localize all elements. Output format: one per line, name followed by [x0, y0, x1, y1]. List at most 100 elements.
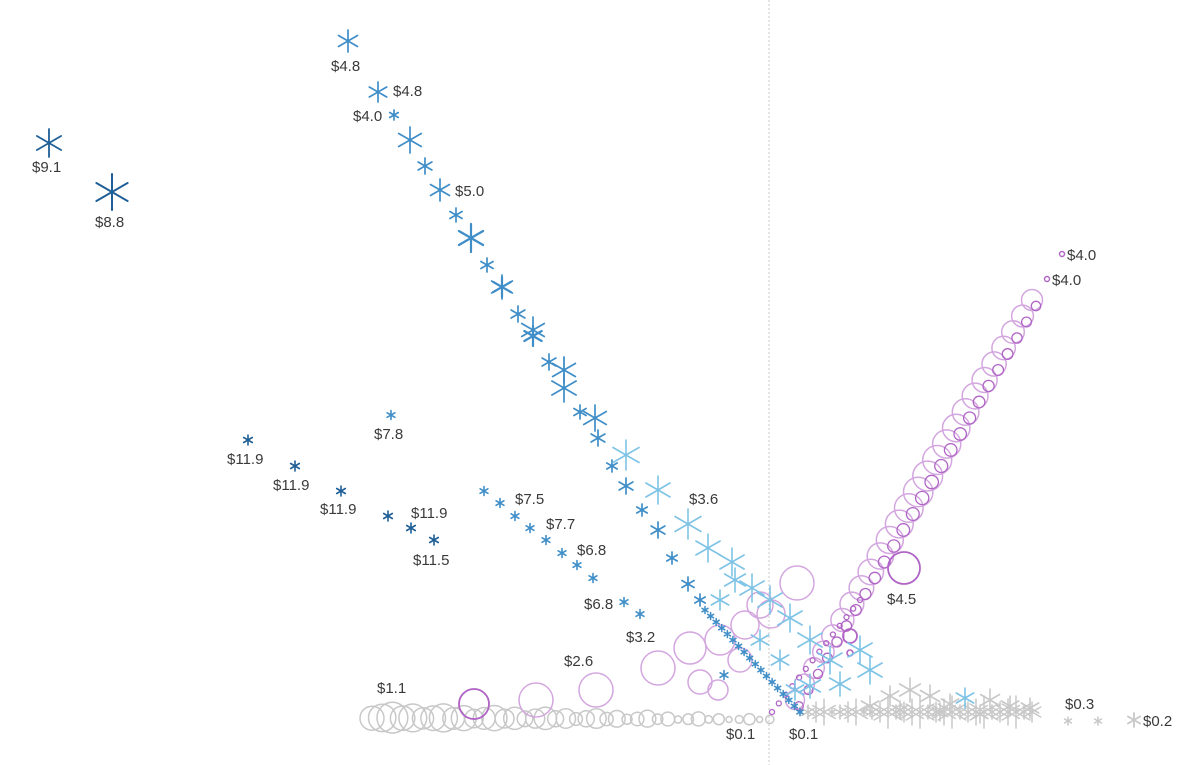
- circle-marker: [1020, 316, 1033, 328]
- circle-marker: [953, 427, 968, 441]
- asterisk-marker: [695, 533, 721, 563]
- asterisk-marker: [873, 695, 903, 729]
- circle-marker: [830, 607, 855, 633]
- circle-marker: [982, 379, 995, 393]
- asterisk-marker: [740, 647, 748, 657]
- circle-marker: [704, 624, 736, 656]
- asterisk-marker: [937, 695, 967, 729]
- asterisk-marker: [847, 635, 873, 665]
- circle-marker: [734, 714, 744, 725]
- circle-marker: [585, 707, 607, 730]
- asterisk-marker: [796, 707, 804, 717]
- asterisk-marker: [790, 701, 799, 711]
- circle-marker: [775, 700, 782, 707]
- circle-marker: [896, 523, 911, 537]
- asterisk-marker: [337, 29, 359, 53]
- asterisk-marker: [510, 305, 526, 323]
- circle-marker: [673, 715, 683, 724]
- asterisk-marker: [797, 625, 823, 655]
- circle-marker: [836, 622, 843, 629]
- asterisk-marker: [541, 534, 551, 546]
- circle-marker: [859, 587, 872, 601]
- asterisk-marker: [712, 617, 720, 627]
- asterisk-marker: [573, 404, 587, 420]
- asterisk-marker: [495, 497, 505, 509]
- circle-marker: [389, 705, 416, 732]
- asterisk-marker: [806, 701, 826, 723]
- circle-marker: [420, 705, 447, 732]
- circle-marker: [951, 397, 980, 427]
- asterisk-marker: [827, 707, 837, 717]
- data-label: $4.5: [887, 591, 916, 608]
- asterisk-marker: [36, 128, 62, 158]
- data-label: $11.5: [413, 552, 449, 569]
- asterisk-marker: [681, 576, 695, 592]
- asterisk-marker: [828, 671, 852, 697]
- circle-marker: [481, 704, 508, 732]
- asterisk-marker: [541, 353, 557, 371]
- asterisk-marker: [860, 695, 880, 717]
- asterisk-marker: [645, 475, 671, 505]
- data-label: $0.1: [789, 726, 818, 743]
- asterisk-marker: [1093, 716, 1103, 726]
- asterisk-marker: [898, 677, 922, 703]
- asterisk-marker: [429, 178, 451, 202]
- asterisk-marker: [768, 677, 776, 687]
- asterisk-marker: [762, 671, 771, 681]
- asterisk-marker: [457, 222, 485, 254]
- asterisk-marker: [674, 508, 702, 540]
- circle-marker: [682, 713, 695, 726]
- circle-marker: [981, 351, 1007, 377]
- data-label: $11.9: [320, 501, 356, 518]
- circle-marker: [730, 610, 760, 640]
- asterisk-marker: [635, 608, 645, 620]
- asterisk-marker: [751, 659, 760, 669]
- circle-marker: [972, 395, 986, 409]
- circle-marker: [524, 708, 546, 729]
- asterisk-marker: [857, 655, 883, 685]
- data-label: $8.8: [95, 214, 124, 231]
- chart-labels: $9.1 $8.8 $4.8 $4.8 $4.0 $5.0 $7.8 $11.9…: [32, 58, 1172, 743]
- asterisk-marker: [557, 547, 567, 559]
- data-label: $3.2: [626, 629, 655, 646]
- circle-marker: [812, 668, 824, 680]
- chart-marks: [36, 29, 1141, 734]
- asterisk-marker: [572, 559, 582, 571]
- asterisk-marker: [428, 534, 440, 546]
- circle-marker: [924, 474, 940, 490]
- asterisk-marker: [719, 547, 745, 577]
- circle-marker: [367, 703, 397, 733]
- asterisk-marker: [719, 669, 729, 681]
- circle-marker: [428, 703, 459, 733]
- asterisk-marker: [757, 665, 765, 675]
- asterisk-marker: [798, 673, 822, 699]
- asterisk-marker: [745, 653, 754, 663]
- asterisk-marker: [710, 589, 730, 611]
- asterisk-marker: [770, 649, 790, 671]
- circle-marker: [727, 647, 753, 673]
- circle-marker: [809, 657, 816, 664]
- asterisk-marker: [958, 701, 978, 723]
- circle-marker: [887, 551, 921, 585]
- data-label: $0.3: [1065, 696, 1094, 713]
- circle-marker: [914, 490, 930, 506]
- circle-marker: [1011, 332, 1023, 344]
- circle-marker: [1058, 250, 1066, 258]
- circle-marker: [518, 682, 554, 718]
- asterisk-marker: [590, 429, 606, 447]
- circle-marker: [464, 708, 484, 729]
- asterisk-marker: [335, 485, 347, 497]
- circle-marker: [707, 679, 729, 701]
- data-label: $4.0: [1067, 247, 1096, 264]
- circle-marker: [831, 636, 843, 648]
- asterisk-marker: [1127, 712, 1141, 728]
- data-label: $0.2: [1143, 713, 1172, 730]
- circle-marker: [359, 705, 385, 731]
- asterisk-marker: [665, 551, 679, 565]
- data-label: $3.6: [689, 491, 718, 508]
- circle-marker: [839, 591, 865, 617]
- circle-marker: [856, 596, 864, 604]
- circle-marker: [941, 413, 971, 443]
- circle-marker: [850, 605, 857, 612]
